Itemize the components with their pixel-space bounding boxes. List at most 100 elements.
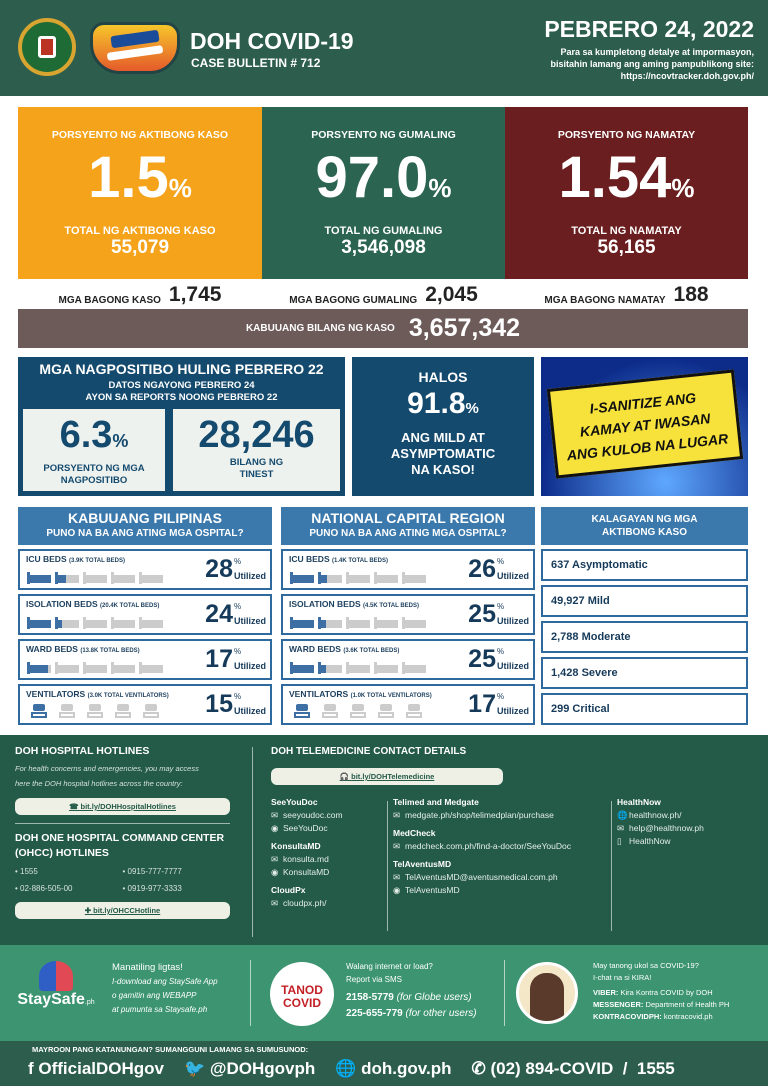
telemedicine: DOH TELEMEDICINE CONTACT DETAILS 🎧 bit.l… (271, 745, 751, 931)
stat-label: PORSYENTO NG GUMALING (311, 129, 456, 141)
hospital-hotlines-link[interactable]: ☎ bit.ly/DOHHospitalHotlines (15, 798, 230, 815)
provider-contact[interactable]: ✉ medgate.ph/shop/telimedplan/purchase (393, 810, 611, 821)
capacity-label: ISOLATION BEDS (4.5K TOTAL BEDS) (289, 599, 419, 609)
phone-icon: ✆ (471, 1059, 491, 1078)
bed-icon (139, 614, 163, 629)
contact-value: help@healthnow.ph (629, 823, 704, 833)
telemedicine-title: DOH TELEMEDICINE CONTACT DETAILS (271, 746, 467, 757)
globe-icon: 🌐 (617, 810, 628, 820)
provider-contact[interactable]: ✉ cloudpx.ph/ (271, 898, 385, 909)
viber-value[interactable]: Kira Kontra COVID by DOH (620, 988, 713, 997)
bed-icon (83, 569, 107, 584)
twitter-link[interactable]: 🐦 @DOHgovph (184, 1058, 315, 1080)
provider-contact[interactable]: ✉ medcheck.com.ph/find-a-doctor/SeeYouDoc (393, 841, 611, 852)
rate-label-2: NAGPOSITIBO (60, 475, 128, 486)
ventilator-icon (139, 704, 163, 719)
tested-label-2: TINEST (239, 469, 274, 480)
provider-contact[interactable]: ◉ KonsultaMD (271, 867, 385, 878)
bed-icon (83, 614, 107, 629)
mail-icon: ✉ (617, 823, 625, 833)
resource-total: (1.4K TOTAL BEDS) (332, 558, 389, 564)
mail-icon: ✉ (393, 841, 401, 851)
utilized-label: Utilized (233, 616, 266, 626)
contact-value: medcheck.com.ph/find-a-doctor/SeeYouDoc (405, 841, 571, 851)
mail-icon: ✉ (271, 898, 279, 908)
provider-contact[interactable]: ◉ SeeYouDoc (271, 823, 385, 834)
percent-sign: % (428, 173, 452, 203)
viber-label: VIBER: (593, 988, 619, 997)
utilization-percent: 25 (468, 645, 496, 673)
provider-contact[interactable]: ✉ konsulta.md (271, 854, 385, 865)
staysafe-logo: StaySafe.ph (8, 961, 104, 1009)
contact-value: KonsultaMD (283, 867, 330, 877)
kira-avatar (516, 962, 578, 1024)
kontracovid-value[interactable]: kontracovid.ph (663, 1012, 713, 1021)
hotline-number[interactable]: • 0915-777-7777 (122, 867, 182, 876)
mail-icon: ✉ (271, 810, 279, 820)
messenger-icon: ◉ (271, 823, 279, 833)
telemedicine-column: HealthNow 🌐healthnow.ph/ ✉ help@healthnow.p… (617, 797, 747, 847)
stat-total: 56,165 (597, 237, 656, 258)
total-cases-bar: KABUUANG BILANG NG KASO 3,657,342 (18, 309, 748, 348)
new-count-value: 1,745 (168, 283, 222, 306)
utilization-percent: 17 (205, 645, 233, 673)
provider-name: MedCheck (393, 828, 436, 838)
tracker-link[interactable]: https://ncovtracker.doh.gov.ph/ (620, 71, 754, 81)
provider-contact[interactable]: ✉ seeyoudoc.com (271, 810, 385, 821)
provider-contact[interactable]: ✉ help@healthnow.ph (617, 823, 747, 834)
ohcc-title-1: DOH ONE HOSPITAL COMMAND CENTER (15, 832, 225, 844)
stat-percent-value: 1.5 (88, 145, 169, 210)
utilization-icons (290, 704, 426, 719)
utilization-readout: 25% Utilized (468, 644, 529, 674)
capacity-label: VENTILATORS (1.0K TOTAL VENTILATORS) (289, 689, 432, 699)
messenger-value[interactable]: Department of Health PH (645, 1000, 730, 1009)
ohcc-hotline-link[interactable]: ✚ bit.ly/OHCCHotline (15, 902, 230, 919)
positivity-rate: 6.3 (59, 414, 113, 456)
telemedicine-link[interactable]: 🎧 bit.ly/DOHTelemedicine (271, 768, 503, 785)
utilization-readout: 15% Utilized (205, 689, 266, 719)
capacity-label: ICU BEDS (3.9K TOTAL BEDS) (26, 554, 125, 564)
ventilator-icon (55, 704, 79, 719)
stat-percent: 1.54% (505, 147, 748, 219)
provider-contact[interactable]: ✉ TelAventusMD@aventusmedical.com.ph (393, 872, 611, 883)
bed-icon (346, 569, 370, 584)
bed-icon (402, 614, 426, 629)
stat-card: PORSYENTO NG NAMATAY 1.54% TOTAL NG NAMATA… (505, 107, 748, 279)
footer: MAYROON PANG KATANUNGAN? SUMANGGUNI LAMA… (0, 1041, 768, 1086)
bulletin-number: CASE BULLETIN # 712 (191, 56, 321, 70)
hotline-number[interactable]: • 1555 (15, 867, 38, 876)
hotline-number[interactable]: • 02-886-505-00 (15, 884, 73, 893)
bed-icon (55, 614, 79, 629)
positivity-rate-box: 6.3% PORSYENTO NG MGA NAGPOSITIBO (23, 409, 165, 491)
stat-total-label: TOTAL NG GUMALING (324, 225, 443, 237)
utilization-readout: 28% Utilized (205, 554, 266, 584)
provider-name: HealthNow (617, 797, 661, 807)
stat-label: PORSYENTO NG AKTIBONG KASO (51, 129, 229, 141)
capacity-label: ISOLATION BEDS (20.4K TOTAL BEDS) (26, 599, 159, 609)
phone-link[interactable]: ✆ (02) 894-COVID / 1555 (472, 1058, 675, 1080)
hotline-number[interactable]: • 0919-977-3333 (122, 884, 182, 893)
active-cases-header: KALAGAYAN NG MGA AKTIBONG KASO (541, 507, 748, 545)
ohcc-title-2: (OHCC) HOTLINES (15, 847, 109, 859)
twitter-handle: @DOHgovph (209, 1059, 316, 1078)
provider-contact[interactable]: 🌐healthnow.ph/ (617, 810, 747, 821)
phone-icon: ☎ (69, 802, 81, 811)
ventilator-icon (290, 704, 314, 719)
tanod-l1: Walang internet or load? (346, 962, 433, 971)
phone-icon: ▯ (617, 836, 622, 846)
bed-icon (139, 659, 163, 674)
provider-contact[interactable]: ◉ TelAventusMD (393, 885, 611, 896)
percent-sign: % (233, 647, 242, 656)
active-case-category: 2,788 Moderate (541, 621, 748, 653)
tested-box: 28,246 BILANG NG TINEST (173, 409, 340, 491)
facebook-link[interactable]: f OfficialDOHgov (28, 1058, 164, 1080)
ventilator-icon (402, 704, 426, 719)
provider-contact[interactable]: ▯ HealthNow (617, 836, 747, 847)
utilization-readout: 26% Utilized (468, 554, 529, 584)
website-link[interactable]: 🌐 doh.gov.ph (335, 1058, 451, 1080)
divider (387, 801, 388, 931)
bed-icon (290, 569, 314, 584)
contact-value: seeyoudoc.com (283, 810, 343, 820)
tested-count: 28,246 (198, 414, 315, 456)
utilization-readout: 24% Utilized (205, 599, 266, 629)
